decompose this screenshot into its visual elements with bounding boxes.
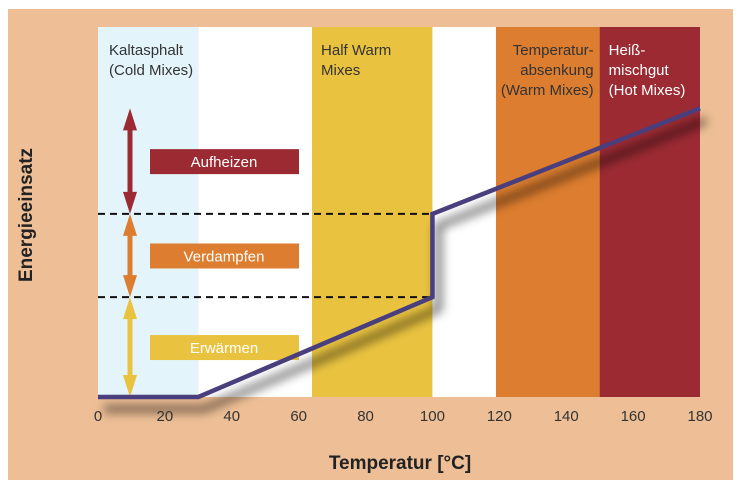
- band-5: [599, 27, 700, 397]
- phase-erwärmen: Erwärmen: [123, 297, 299, 397]
- band-label: Mixes: [321, 62, 360, 79]
- arrow-up-icon: [123, 213, 137, 236]
- x-tick-label: 40: [223, 408, 240, 425]
- phase-label: Aufheizen: [191, 154, 258, 171]
- band-label: Temperatur-: [513, 42, 594, 59]
- x-tick-label: 120: [487, 408, 512, 425]
- x-tick-label: 60: [290, 408, 307, 425]
- arrow-down-icon: [123, 191, 137, 214]
- arrow-up-icon: [123, 297, 137, 320]
- x-tick-label: 160: [621, 408, 646, 425]
- band-label: mischgut: [609, 62, 670, 79]
- x-tick-label: 180: [687, 408, 712, 425]
- phase-label-box: [150, 335, 299, 361]
- x-tick-label: 140: [554, 408, 579, 425]
- band-label: (Warm Mixes): [501, 82, 594, 99]
- x-tick-label: 80: [357, 408, 374, 425]
- band-label: (Cold Mixes): [109, 62, 193, 79]
- band-label: Heiß-: [609, 42, 646, 59]
- band-label: Kaltasphalt: [109, 42, 184, 59]
- phase-verdampfen: Verdampfen: [123, 213, 299, 298]
- phase-aufheizen: Aufheizen: [123, 108, 299, 214]
- arrow-down-icon: [123, 275, 137, 298]
- phase-label: Verdampfen: [184, 248, 265, 265]
- y-axis-label: Energieeinsatz: [16, 148, 37, 282]
- arrow-up-icon: [123, 108, 137, 131]
- x-tick-label: 100: [420, 408, 445, 425]
- band-label: absenkung: [520, 62, 593, 79]
- band-label: Half Warm: [321, 42, 391, 59]
- line-shadow: [104, 117, 708, 413]
- x-tick-label: 20: [157, 408, 174, 425]
- x-axis-label: Temperatur [°C]: [329, 453, 471, 474]
- arrow-down-icon: [123, 375, 137, 397]
- phase-label-box: [150, 149, 299, 175]
- phase-label-box: [150, 243, 299, 269]
- energy-line: [98, 106, 701, 400]
- x-tick-label: 0: [94, 408, 102, 425]
- band-label: (Hot Mixes): [609, 82, 686, 99]
- phase-label: Erwärmen: [190, 340, 258, 357]
- band-4: [495, 27, 600, 397]
